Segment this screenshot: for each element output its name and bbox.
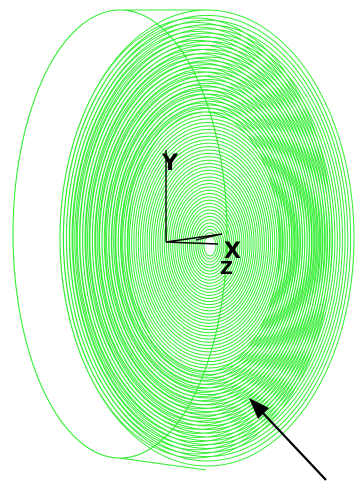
spiral-ring (119, 104, 297, 379)
spiral-ring-dense (114, 93, 291, 389)
spiral-ring (135, 128, 282, 356)
spiral-ring-dense (69, 30, 326, 447)
spiral-ring (159, 166, 259, 321)
spiral-ring (170, 183, 249, 306)
spiral-ring (71, 28, 343, 449)
spiral-ring (191, 216, 229, 275)
z-axis-line (165, 241, 219, 245)
spiral-ring (139, 135, 278, 350)
pointer-arrow-icon (249, 398, 327, 481)
spiral-ring (172, 186, 247, 303)
spiral-ring (163, 173, 255, 315)
spiral-ring (84, 48, 331, 431)
spiral-ring (197, 225, 223, 266)
spiral-ring (153, 156, 265, 331)
z-axis-label: Z (220, 258, 233, 279)
spiral-ring (165, 176, 253, 312)
spiral-ring-dense (62, 22, 330, 455)
spiral-ring (142, 139, 276, 346)
spiral-ring-dense (75, 39, 321, 438)
spiral-ring-dense (91, 62, 308, 418)
spiral-ring-dense (59, 17, 333, 459)
spiral-ring (199, 229, 221, 263)
x-axis-line (165, 233, 223, 243)
spiral-ring (195, 222, 225, 269)
spiral-ring (137, 132, 280, 353)
spiral-ring-dense (82, 48, 316, 430)
spiral-ring-dense (108, 84, 296, 398)
spiral-ring (178, 196, 241, 293)
spiral-ring (174, 189, 245, 300)
spiral-ring-dense (88, 57, 311, 422)
spiral-ring (146, 146, 272, 340)
spiral-ring (96, 67, 319, 413)
spiral-ring (144, 142, 274, 343)
spiral-ring-dense (66, 26, 328, 451)
x-axis-label: X (224, 239, 241, 264)
spiral-ring-dense (101, 75, 301, 406)
spiral-ring (115, 97, 301, 386)
spiral-ring (74, 32, 341, 446)
spiral-ring (133, 125, 284, 359)
spiral-ring (161, 169, 257, 318)
arrow-head (249, 398, 269, 419)
spiral-ring (180, 199, 239, 290)
spiral-ring (155, 159, 263, 327)
spiral-ring (122, 107, 295, 376)
spiral-ring (189, 212, 231, 278)
spiral-ring (184, 206, 235, 284)
spiral-ring-dense (78, 44, 318, 434)
spiral-ring (157, 163, 261, 324)
spiral-ring (168, 179, 251, 309)
spiral-winding (59, 9, 355, 467)
spiral-ring (182, 202, 237, 287)
spiral-ring-dense (121, 102, 286, 381)
spiral-ring-dense (124, 107, 283, 377)
spiral-ring-dense (72, 35, 323, 443)
y-axis-label: Y (161, 151, 179, 176)
spiral-ring-dense (98, 71, 303, 410)
arrow-shaft (261, 411, 327, 481)
spiral-ring (150, 152, 267, 334)
spiral-ring (86, 52, 329, 427)
spiral-ring-dense (95, 66, 306, 414)
spiral-ring-dense (85, 53, 313, 426)
coordinate-triad (165, 150, 223, 245)
spiral-ring-dense (111, 89, 293, 393)
spiral-ring-dense (104, 80, 298, 402)
spiral-ring-dense (127, 111, 281, 373)
spiral-ring (201, 232, 219, 260)
spiral-ring-dense (117, 98, 288, 385)
spiral-ring (89, 56, 326, 423)
spiral-ring (94, 64, 322, 416)
spiral-ring (176, 193, 243, 296)
spiral-ring (148, 149, 270, 337)
spiral-ring (186, 209, 233, 281)
spiral-ring (103, 79, 313, 402)
disk-bottom-edge (118, 457, 207, 471)
x-axis-tip (195, 233, 223, 241)
spiral-ring (193, 219, 227, 272)
